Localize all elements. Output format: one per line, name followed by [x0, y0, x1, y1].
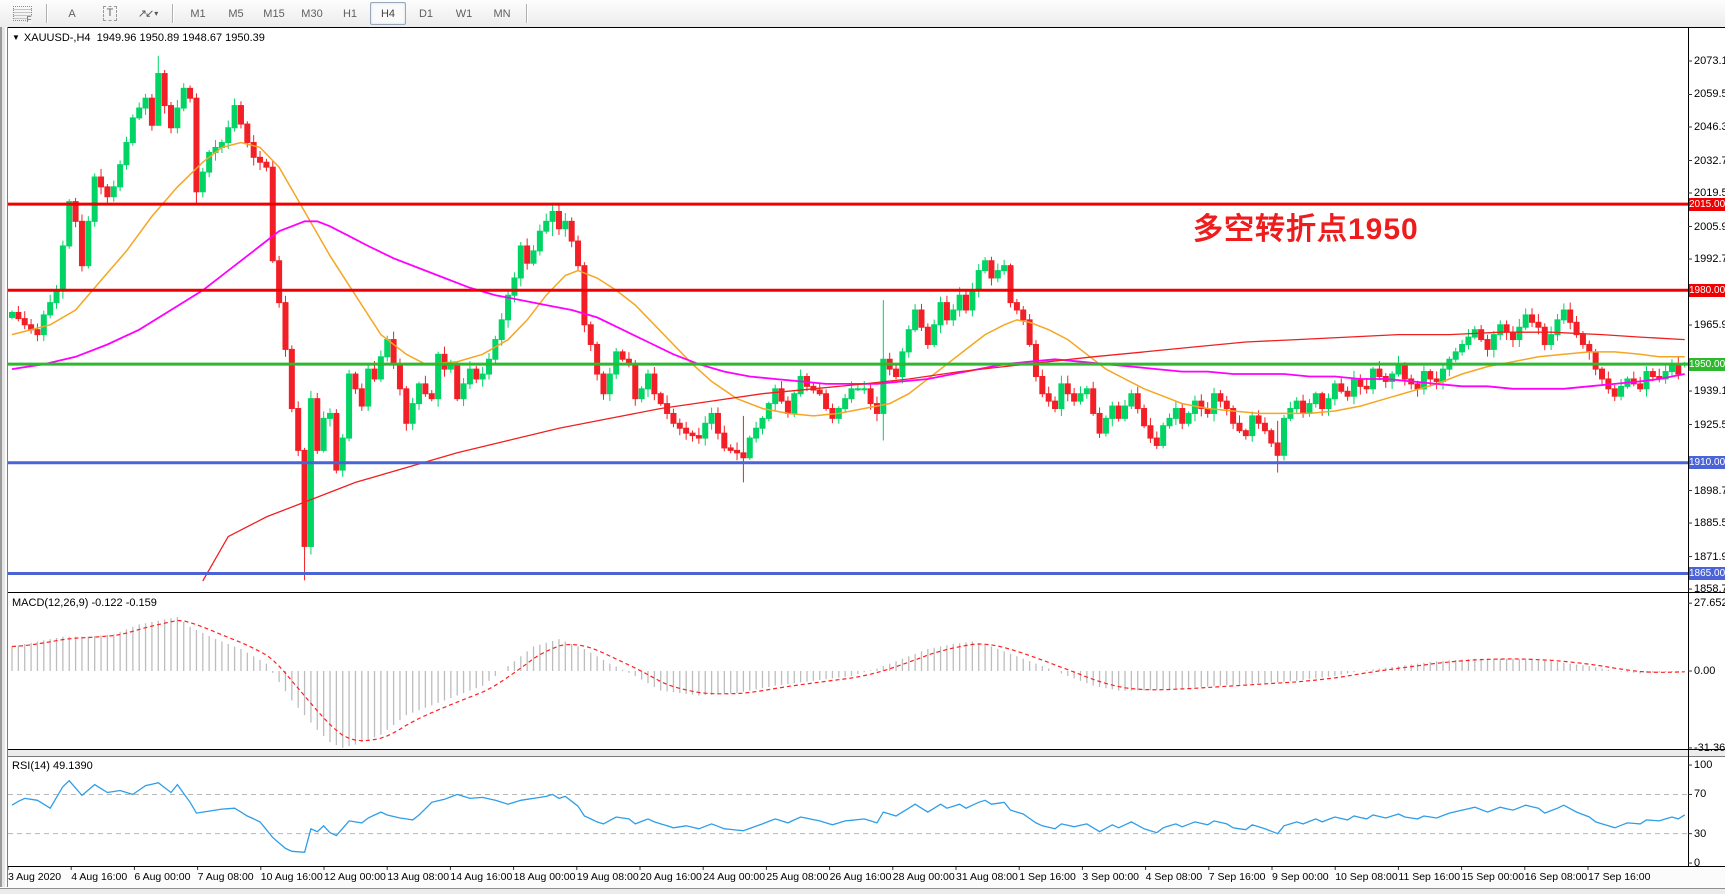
- date-axis-label: 4 Sep 08:00: [1145, 871, 1203, 883]
- date-axis-label: 7 Aug 08:00: [197, 871, 254, 883]
- date-axis-label: 17 Sep 16:00: [1588, 871, 1651, 883]
- rsi-axis-label: 30: [1694, 827, 1707, 840]
- macd-signal-line: [11, 619, 1685, 742]
- date-axis-label: 13 Aug 08:00: [387, 871, 450, 883]
- date-axis-label: 15 Sep 00:00: [1461, 871, 1525, 883]
- symbol-dropdown-icon[interactable]: ▼: [12, 33, 20, 42]
- date-axis-label: 4 Aug 16:00: [71, 871, 128, 883]
- price-axis-label: 1898.70: [1694, 484, 1725, 497]
- price-axis-label: 1858.70: [1694, 583, 1725, 596]
- dropdown-caret-icon: ▾: [154, 9, 159, 18]
- price-axis-label: 2073.10: [1694, 55, 1725, 67]
- date-axis-label: 20 Aug 16:00: [640, 871, 702, 883]
- date-axis-label: 10 Aug 16:00: [260, 871, 323, 883]
- date-axis-label: 26 Aug 16:00: [829, 871, 892, 883]
- date-axis-label: 16 Sep 08:00: [1524, 871, 1588, 883]
- date-axis-label: 28 Aug 00:00: [892, 871, 955, 883]
- date-axis-label: 18 Aug 00:00: [513, 871, 576, 883]
- tf-button-m15[interactable]: M15: [263, 7, 285, 20]
- date-axis-label: 24 Aug 00:00: [703, 871, 766, 883]
- tf-button-mn[interactable]: MN: [493, 7, 511, 20]
- price-axis-label: 2032.70: [1694, 154, 1725, 167]
- tf-button-d1[interactable]: D1: [418, 7, 434, 20]
- date-axis-label: 6 Aug 00:00: [134, 871, 191, 883]
- rsi-indicator-label: RSI(14) 49.1390: [12, 760, 93, 772]
- price-axis-label: 2046.30: [1694, 121, 1725, 133]
- tf-button-m5[interactable]: M5: [228, 7, 244, 20]
- chart-toolbar: F A T ↗↙ ▾ M1 M5 M15 M30 H1 H4 D1 W1 MN: [0, 0, 1725, 27]
- macd-axis-label: 27.652: [1694, 597, 1725, 610]
- window-bottom-edge: [0, 888, 1725, 894]
- objects-arrows-button[interactable]: ↗↙ ▾: [130, 2, 166, 25]
- macd-histogram: [11, 617, 1686, 748]
- letter-t-box-icon: T: [102, 6, 118, 21]
- price-axis-label: 2005.90: [1694, 220, 1725, 233]
- grid-f-icon: F: [12, 6, 32, 24]
- symbol-ohlc-text: XAUUSD-,H4 1949.96 1950.89 1948.67 1950.…: [23, 32, 265, 44]
- text-box-button[interactable]: T: [92, 2, 128, 25]
- chart-text-annotation[interactable]: 多空转折点1950: [1193, 213, 1419, 246]
- candles-layer: [9, 55, 1688, 581]
- fast-ma-orange: [11, 141, 1685, 417]
- tf-button-w1[interactable]: W1: [455, 7, 473, 20]
- toolbar-separator: [526, 4, 528, 23]
- date-axis-label: 3 Aug 2020: [8, 871, 62, 883]
- macd-indicator-label: MACD(12,26,9) -0.122 -0.159: [12, 597, 157, 609]
- date-axis-label: 7 Sep 16:00: [1208, 871, 1266, 883]
- window-left-splitter[interactable]: [0, 27, 8, 887]
- date-axis-label: 3 Sep 00:00: [1082, 871, 1140, 883]
- hline-price-tag[interactable]: 1980.00: [1689, 283, 1725, 297]
- date-axis-label: 1 Sep 16:00: [1019, 871, 1076, 883]
- price-axis-label: 1871.90: [1694, 550, 1725, 563]
- price-axis-label: 2019.50: [1694, 187, 1725, 199]
- date-axis-label: 31 Aug 08:00: [956, 871, 1018, 883]
- rsi-axis-label: 70: [1694, 788, 1707, 801]
- date-axis-label: 25 Aug 08:00: [766, 871, 829, 883]
- hline-price-tag[interactable]: 1865.00: [1689, 567, 1725, 581]
- price-axis-label: 1925.50: [1694, 418, 1725, 431]
- hline-price-tag[interactable]: 1950.00: [1689, 357, 1725, 371]
- text-label-button[interactable]: A: [54, 2, 90, 25]
- date-axis-label: 10 Sep 08:00: [1335, 871, 1398, 883]
- hline-price-tag[interactable]: 2015.00: [1689, 197, 1725, 211]
- rsi-axis-label: 100: [1694, 759, 1713, 772]
- symbol-line[interactable]: ▼ XAUUSD-,H4 1949.96 1950.89 1948.67 1950…: [12, 32, 265, 44]
- price-axis-label: 1992.70: [1694, 253, 1725, 266]
- macd-axis-label: -31.361: [1694, 741, 1725, 754]
- date-axis-label: 19 Aug 08:00: [576, 871, 639, 883]
- date-axis-label: 12 Aug 00:00: [324, 871, 386, 883]
- date-axis-label: 11 Sep 16:00: [1398, 871, 1461, 883]
- date-axis-label: 9 Sep 00:00: [1272, 871, 1329, 883]
- price-axis-label: 2059.50: [1694, 88, 1725, 101]
- price-axis-label: 1939.10: [1694, 385, 1725, 398]
- toolbar-separator: [172, 4, 174, 23]
- tf-button-h1[interactable]: H1: [342, 7, 358, 20]
- rsi-axis-label: 0: [1694, 857, 1701, 870]
- mid-ma-magenta: [11, 220, 1685, 390]
- slow-ma-red: [202, 331, 1685, 582]
- tf-button-m1[interactable]: M1: [190, 7, 206, 20]
- date-axis-label: 14 Aug 16:00: [450, 871, 513, 883]
- letter-a-icon: A: [68, 7, 76, 20]
- toolbar-separator: [46, 4, 48, 23]
- price-axis-label: 1965.90: [1694, 319, 1725, 332]
- price-axis-label: 1885.50: [1694, 517, 1725, 530]
- rsi-line: [11, 779, 1686, 853]
- hlines-layer: [8, 202, 1688, 576]
- diagonal-arrows-icon: ↗↙: [137, 8, 155, 20]
- tf-button-h4[interactable]: H4: [370, 2, 406, 25]
- hline-price-tag[interactable]: 1910.00: [1689, 456, 1725, 470]
- tf-button-m30[interactable]: M30: [301, 7, 323, 20]
- macd-axis-label: 0.00: [1694, 665, 1716, 677]
- indicator-grid-button[interactable]: F: [4, 2, 40, 25]
